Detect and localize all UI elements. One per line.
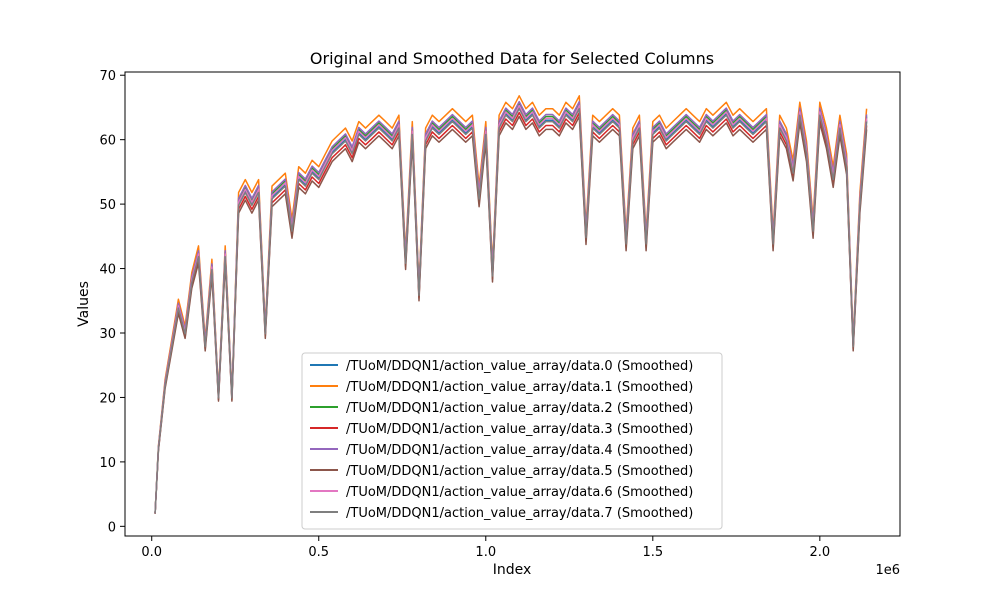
x-tick-label: 2.0: [809, 545, 830, 560]
chart-title: Original and Smoothed Data for Selected …: [310, 49, 714, 68]
x-tick-label: 0.5: [308, 545, 329, 560]
y-tick-label: 60: [99, 134, 116, 149]
legend-label: /TUoM/DDQN1/action_value_array/data.2 (S…: [346, 401, 693, 416]
y-tick-label: 20: [99, 391, 116, 406]
legend-label: /TUoM/DDQN1/action_value_array/data.5 (S…: [346, 464, 693, 479]
y-tick-label: 40: [99, 263, 116, 278]
y-tick-label: 30: [99, 327, 116, 342]
legend-label: /TUoM/DDQN1/action_value_array/data.3 (S…: [346, 422, 693, 437]
y-axis-label: Values: [76, 281, 92, 327]
x-tick-label: 0.0: [141, 545, 162, 560]
x-axis-label: Index: [493, 562, 532, 578]
y-tick-label: 0: [108, 520, 116, 535]
x-axis-offset-label: 1e6: [875, 563, 900, 578]
x-axis: 0.0 0.5 1.0 1.5 2.0: [141, 536, 830, 560]
legend: /TUoM/DDQN1/action_value_array/data.0 (S…: [302, 353, 722, 529]
y-tick-label: 70: [99, 69, 116, 84]
x-tick-label: 1.0: [475, 545, 496, 560]
legend-label: /TUoM/DDQN1/action_value_array/data.6 (S…: [346, 485, 693, 500]
y-tick-label: 10: [99, 456, 116, 471]
y-axis: 0 10 20 30 40 50 60 70: [99, 69, 125, 535]
y-tick-label: 50: [99, 198, 116, 213]
legend-label: /TUoM/DDQN1/action_value_array/data.7 (S…: [346, 506, 693, 521]
legend-label: /TUoM/DDQN1/action_value_array/data.4 (S…: [346, 443, 693, 458]
x-tick-label: 1.5: [642, 545, 663, 560]
legend-label: /TUoM/DDQN1/action_value_array/data.0 (S…: [346, 359, 693, 374]
legend-label: /TUoM/DDQN1/action_value_array/data.1 (S…: [346, 380, 693, 395]
